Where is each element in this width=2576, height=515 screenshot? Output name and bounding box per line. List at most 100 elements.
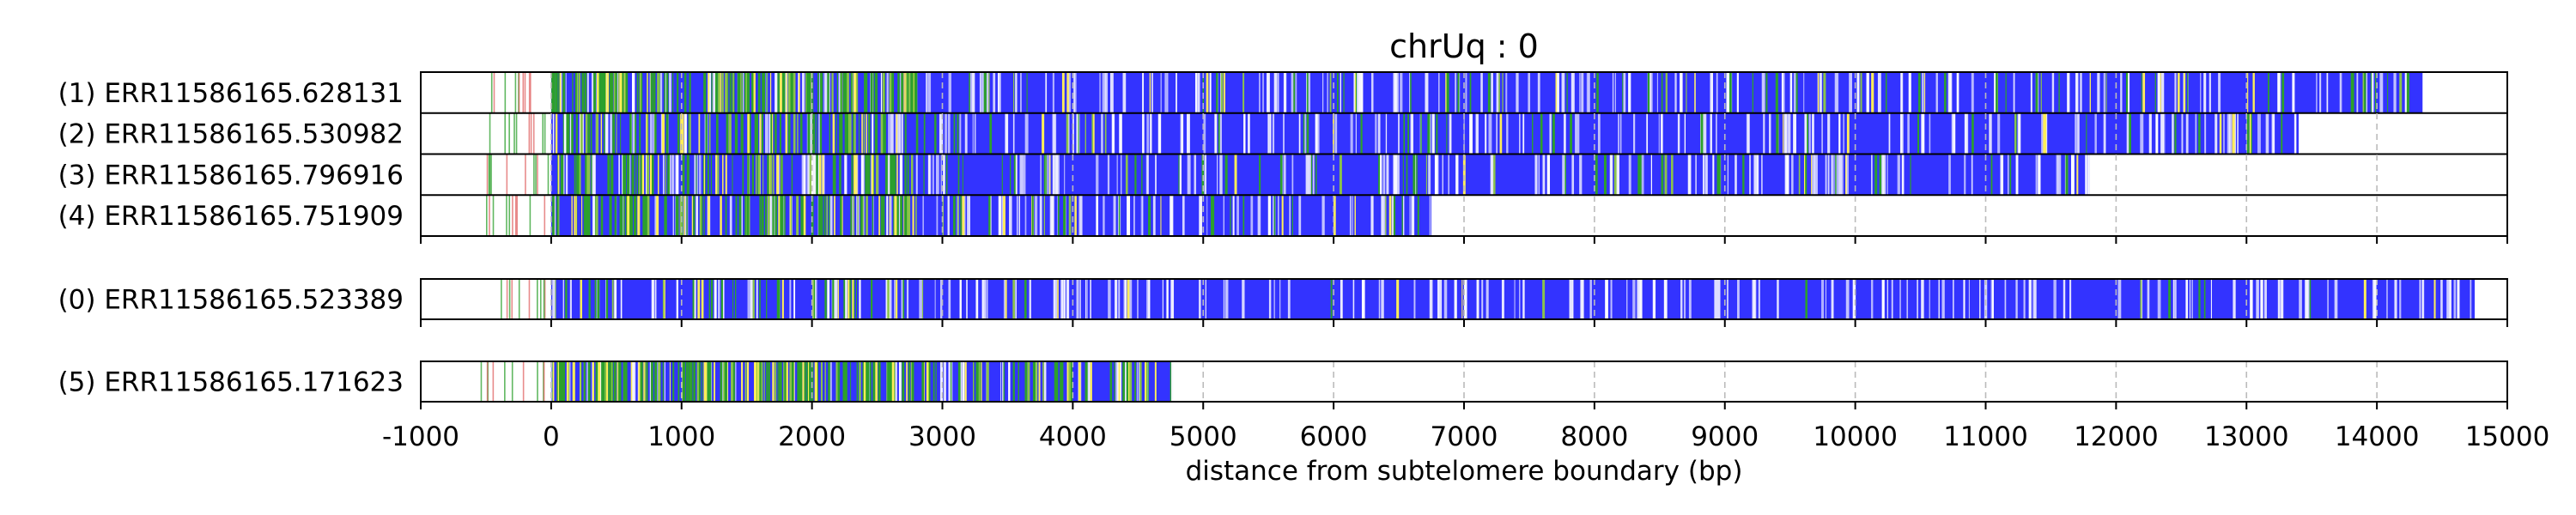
- variant-mark: [787, 112, 791, 154]
- variant-mark: [1446, 112, 1448, 154]
- variant-mark: [1066, 112, 1069, 154]
- variant-mark: [1170, 361, 1172, 402]
- variant-mark: [504, 361, 506, 402]
- gap-mark: [993, 72, 996, 113]
- variant-mark: [719, 72, 721, 113]
- gap-mark: [1003, 279, 1006, 319]
- gap-mark: [1378, 279, 1381, 319]
- gap-mark: [1431, 279, 1433, 319]
- variant-mark: [1291, 195, 1293, 236]
- variant-mark: [891, 154, 894, 196]
- x-tick-label: 15000: [2465, 421, 2550, 452]
- gap-mark: [1917, 279, 1918, 319]
- panel-reads: [485, 72, 2423, 236]
- gap-mark: [1929, 112, 1931, 154]
- gap-mark: [2393, 72, 2397, 113]
- variant-mark: [2252, 72, 2255, 113]
- variant-mark: [556, 361, 558, 402]
- gap-mark: [1278, 195, 1279, 236]
- gap-mark: [2366, 72, 2368, 113]
- gap-mark: [2292, 72, 2294, 113]
- gap-mark: [1009, 195, 1011, 236]
- gap-mark: [947, 112, 951, 154]
- variant-mark: [907, 154, 909, 196]
- gap-mark: [2277, 72, 2281, 113]
- gap-mark: [926, 72, 928, 113]
- variant-mark: [1211, 195, 1212, 236]
- variant-mark: [809, 361, 811, 402]
- gap-mark: [1787, 112, 1790, 154]
- variant-mark: [973, 361, 975, 402]
- variant-mark: [560, 361, 562, 402]
- variant-mark: [646, 361, 648, 402]
- gap-mark: [1118, 279, 1121, 319]
- variant-mark: [846, 72, 849, 113]
- gap-mark: [959, 361, 963, 402]
- gap-mark: [818, 154, 820, 196]
- variant-mark: [855, 279, 857, 319]
- variant-mark: [902, 361, 905, 402]
- variant-mark: [2005, 72, 2007, 113]
- variant-mark: [861, 112, 863, 154]
- variant-mark: [1032, 195, 1034, 236]
- variant-mark: [1742, 154, 1745, 196]
- variant-mark: [990, 112, 993, 154]
- variant-mark: [1469, 72, 1472, 113]
- variant-mark: [524, 72, 526, 113]
- variant-mark: [1242, 195, 1245, 236]
- gap-mark: [1119, 112, 1121, 154]
- variant-mark: [539, 279, 542, 319]
- gap-mark: [1881, 279, 1885, 319]
- gap-mark: [948, 279, 951, 319]
- variant-mark: [489, 154, 491, 196]
- gap-mark: [1327, 72, 1328, 113]
- variant-mark: [880, 195, 884, 236]
- gap-mark: [1610, 279, 1613, 319]
- gap-mark: [1437, 279, 1440, 319]
- read-label: (2) ERR11586165.530982: [58, 119, 404, 150]
- gap-mark: [1086, 361, 1091, 402]
- variant-mark: [910, 72, 914, 113]
- gap-mark: [1747, 112, 1750, 154]
- variant-mark: [1122, 361, 1126, 402]
- gap-mark: [1836, 154, 1838, 196]
- gap-mark: [2399, 279, 2402, 319]
- variant-mark: [862, 195, 864, 236]
- variant-mark: [489, 112, 491, 154]
- gap-mark: [1490, 154, 1494, 196]
- gap-mark: [2421, 279, 2425, 319]
- variant-mark: [1924, 72, 1926, 113]
- gap-mark: [1305, 154, 1309, 196]
- variant-mark: [697, 279, 701, 319]
- gap-mark: [1727, 279, 1728, 319]
- gap-mark: [1166, 279, 1168, 319]
- variant-mark: [772, 112, 774, 154]
- variant-mark: [639, 112, 641, 154]
- variant-mark: [1811, 154, 1813, 196]
- gap-mark: [1899, 112, 1903, 154]
- gap-mark: [915, 154, 918, 196]
- gap-mark: [2103, 72, 2106, 113]
- gap-mark: [1953, 112, 1956, 154]
- variant-mark: [729, 72, 731, 113]
- read-track: [489, 112, 2299, 154]
- gap-mark: [1658, 112, 1660, 154]
- gap-mark: [972, 112, 974, 154]
- variant-mark: [741, 361, 744, 402]
- variant-mark: [508, 112, 510, 154]
- variant-mark: [557, 195, 560, 236]
- gap-mark: [2356, 72, 2359, 113]
- gap-mark: [974, 112, 976, 154]
- gap-mark: [2085, 154, 2087, 196]
- variant-mark: [587, 154, 591, 196]
- variant-mark: [516, 195, 518, 236]
- gap-mark: [1628, 72, 1631, 113]
- gap-mark: [653, 112, 655, 154]
- variant-mark: [586, 195, 588, 236]
- variant-mark: [1147, 361, 1149, 402]
- gap-mark: [1018, 195, 1020, 236]
- variant-mark: [617, 361, 620, 402]
- variant-mark: [604, 72, 606, 113]
- gap-mark: [982, 279, 987, 319]
- variant-mark: [2129, 112, 2131, 154]
